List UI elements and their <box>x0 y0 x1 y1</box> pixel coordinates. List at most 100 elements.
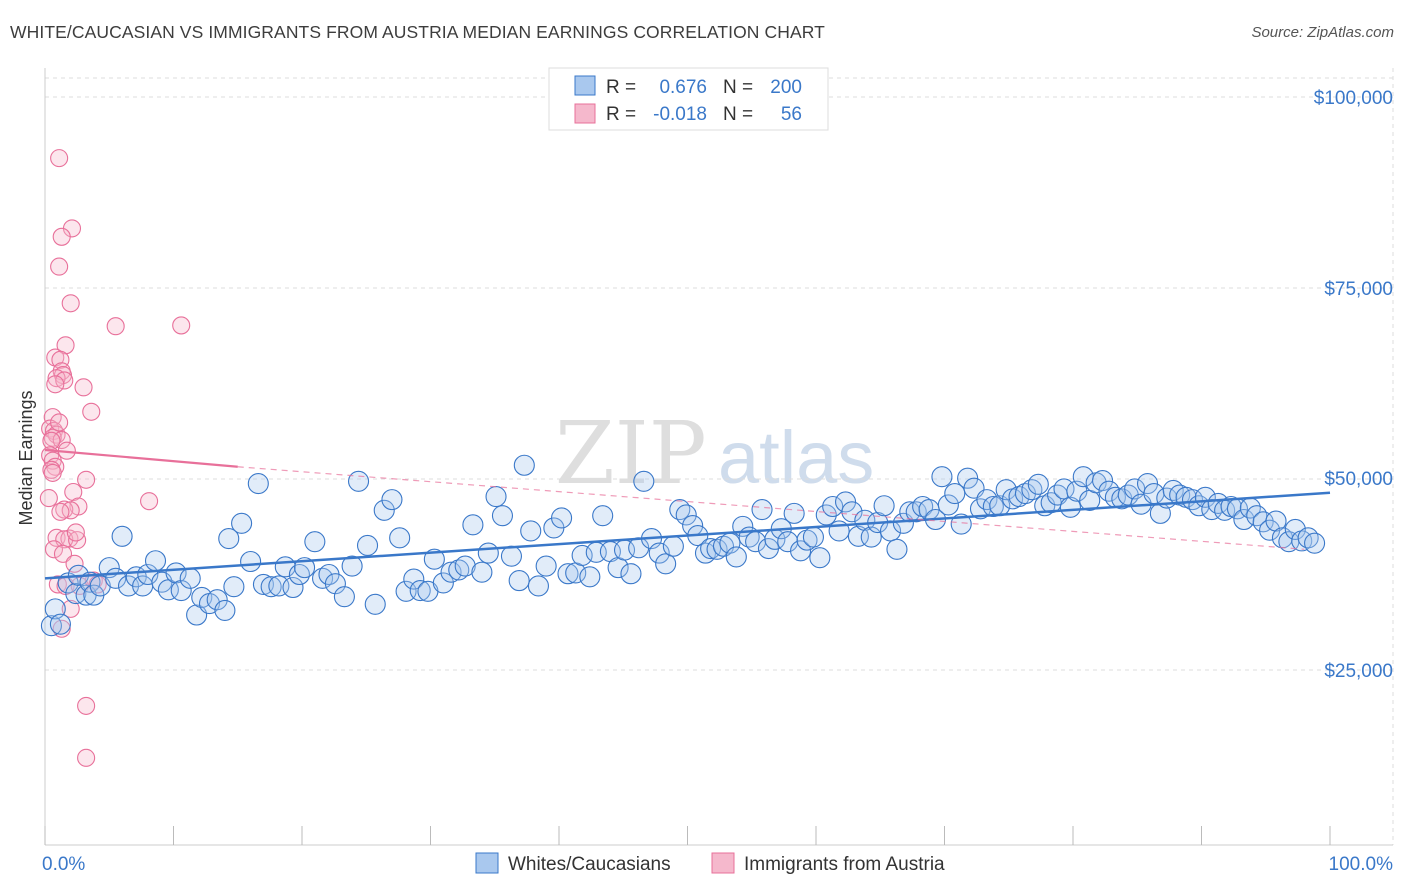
data-point-white <box>809 547 831 569</box>
legend-swatch-austria[interactable] <box>711 852 735 874</box>
data-point-white <box>333 586 355 608</box>
data-point-white <box>1092 469 1114 492</box>
data-point-white <box>976 489 998 511</box>
data-point-white <box>341 555 363 577</box>
watermark-zip: ZIP <box>555 404 707 504</box>
x-tick-label-min: 0.0% <box>42 854 85 875</box>
data-point-white <box>520 520 542 542</box>
data-point-austria <box>52 227 71 246</box>
y-tick-label: $50,000 <box>1324 469 1393 490</box>
data-point-white <box>783 502 805 524</box>
data-point-white <box>485 486 507 508</box>
data-point-austria <box>61 294 80 313</box>
data-point-white <box>982 495 1004 518</box>
data-point-white <box>1136 473 1159 495</box>
data-point-austria <box>65 554 84 573</box>
data-point-white <box>1027 473 1049 495</box>
data-point-white <box>89 575 111 597</box>
y-tick-label: $25,000 <box>1324 661 1393 682</box>
data-point-white <box>165 562 187 584</box>
legend-swatch-white[interactable] <box>475 852 499 874</box>
grid-lines <box>45 68 1394 845</box>
watermark-atlas: atlas <box>718 416 874 499</box>
data-point-white <box>557 563 579 585</box>
stats-n-label: N = <box>723 77 753 98</box>
data-point-austria <box>52 430 71 450</box>
data-point-white <box>937 494 959 516</box>
data-point-white <box>1284 518 1306 540</box>
data-point-white <box>571 544 593 566</box>
data-point-white <box>179 567 201 589</box>
y-tick-label: $75,000 <box>1324 279 1393 300</box>
data-point-white <box>214 599 236 621</box>
data-point-austria <box>77 470 96 489</box>
data-point-austria <box>55 371 74 390</box>
data-point-white <box>389 527 411 549</box>
data-point-white <box>822 495 844 518</box>
data-point-austria <box>51 350 70 369</box>
legend-label-white[interactable]: Whites/Caucasians <box>508 854 671 875</box>
data-point-white <box>282 576 304 599</box>
data-point-white <box>835 491 857 513</box>
data-point-white <box>957 467 979 489</box>
data-point-white <box>206 589 228 611</box>
data-point-white <box>592 505 614 527</box>
data-point-austria <box>50 149 69 168</box>
data-point-austria <box>64 482 83 502</box>
data-point-white <box>356 534 379 557</box>
data-point-white <box>1207 492 1229 514</box>
data-point-white <box>144 550 167 572</box>
data-point-white <box>551 507 573 529</box>
data-point-white <box>950 513 972 535</box>
data-point-white <box>403 568 425 590</box>
data-point-white <box>633 470 655 492</box>
data-point-white <box>440 561 462 583</box>
data-point-white <box>527 575 549 597</box>
data-point-white <box>432 572 454 594</box>
y-tick-labels: $100,000 $75,000 $50,000 $25,000 <box>1314 88 1393 682</box>
data-point-white <box>423 548 445 570</box>
data-point-white <box>802 526 824 548</box>
data-point-white <box>620 563 642 585</box>
data-point-austria <box>42 460 61 479</box>
data-point-white <box>373 499 395 521</box>
data-point-white <box>223 576 245 598</box>
data-point-white <box>247 473 269 495</box>
legend: Whites/Caucasians Immigrants from Austri… <box>475 852 945 875</box>
data-point-white <box>508 570 530 592</box>
data-point-white <box>700 537 722 560</box>
data-point-white <box>1246 505 1268 527</box>
data-point-white <box>1059 496 1081 518</box>
y-tick-label: $100,000 <box>1314 88 1393 109</box>
data-point-austria <box>68 531 87 550</box>
data-point-white <box>454 555 476 577</box>
data-point-white <box>535 555 557 577</box>
data-point-white <box>462 514 484 536</box>
data-point-austria <box>56 336 75 355</box>
data-point-white <box>675 504 697 526</box>
stats-r-label: R = <box>606 104 636 125</box>
data-point-white <box>873 495 895 517</box>
stats-n-value: 200 <box>770 77 802 98</box>
data-point-white <box>409 579 431 602</box>
data-point-austria <box>50 257 69 276</box>
data-point-white <box>1181 489 1204 511</box>
data-point-white <box>1304 532 1326 554</box>
data-point-austria <box>106 317 125 336</box>
data-point-white <box>304 531 326 553</box>
data-point-white <box>648 542 670 564</box>
data-point-austria <box>82 402 101 421</box>
data-point-white <box>931 466 953 488</box>
data-point-white <box>260 576 282 598</box>
data-point-white <box>513 454 535 476</box>
legend-label-austria[interactable]: Immigrants from Austria <box>744 854 945 875</box>
data-point-austria <box>53 544 73 563</box>
stats-blue-swatch <box>574 75 596 96</box>
data-point-white <box>40 615 62 637</box>
data-point-austria <box>74 378 93 397</box>
data-point-austria <box>77 748 96 767</box>
data-point-white <box>751 499 773 521</box>
data-point-austria <box>43 463 62 482</box>
data-point-white <box>231 512 253 534</box>
